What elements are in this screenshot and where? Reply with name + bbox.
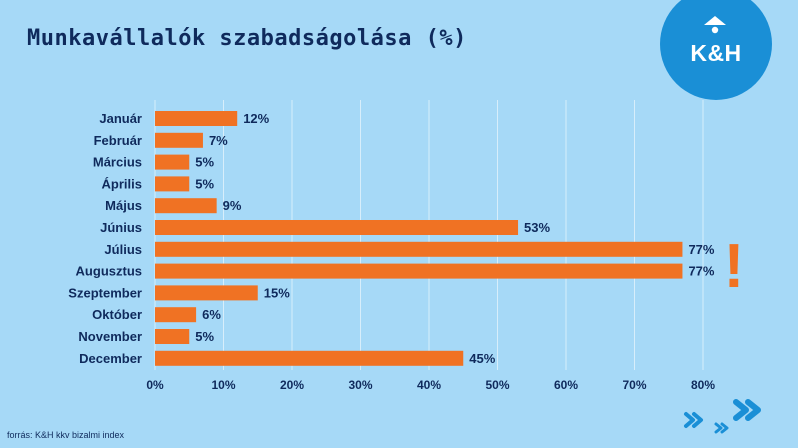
x-axis-ticks: 0% 10% 20% 30% 40% 50% 60% 70% 80% [146, 378, 715, 392]
bar [155, 329, 190, 344]
x-tick-label: 40% [417, 378, 441, 392]
category-label: Október [92, 307, 142, 322]
bar [155, 263, 683, 279]
category-label: Szeptember [68, 285, 142, 300]
data-label: 53% [524, 220, 550, 235]
bar [155, 285, 258, 301]
bar [155, 350, 464, 366]
bar [155, 176, 190, 192]
chart-title: Munkavállalók szabadságolása (%) [27, 26, 467, 51]
data-label: 5% [195, 329, 214, 344]
data-label: 6% [202, 307, 221, 322]
bars [155, 111, 683, 366]
data-label: 12% [243, 111, 269, 126]
x-tick-label: 50% [485, 378, 509, 392]
logo-text: K&H [690, 40, 742, 66]
x-tick-label: 10% [211, 378, 235, 392]
category-label: Augusztus [76, 264, 142, 279]
data-label: 5% [195, 176, 214, 191]
bar [155, 241, 683, 257]
category-label: Július [104, 242, 142, 257]
category-label: Január [99, 111, 142, 126]
bar [155, 198, 217, 214]
bar [155, 220, 519, 235]
x-tick-label: 60% [554, 378, 578, 392]
data-label: 77% [688, 264, 714, 279]
x-tick-label: 80% [691, 378, 715, 392]
category-label: Április [102, 176, 142, 191]
category-labels: Január Február Március Április Május Június Jú… [68, 111, 142, 366]
data-labels: 12% 7% 5% 5% 9% 53% 77% 77% 15% 6% 5% 45% [195, 111, 715, 366]
bar [155, 307, 197, 323]
data-label: 5% [195, 155, 214, 170]
kh-logo-mark-icon [704, 16, 726, 34]
category-label: Február [94, 133, 142, 148]
data-label: 77% [688, 242, 714, 257]
x-tick-label: 0% [146, 378, 164, 392]
bar [155, 111, 238, 126]
data-label: 9% [223, 198, 242, 213]
category-label: November [78, 329, 142, 344]
bar [155, 154, 190, 170]
data-label: 7% [209, 133, 228, 148]
category-label: Június [100, 220, 142, 235]
bar [155, 132, 203, 148]
x-tick-label: 20% [280, 378, 304, 392]
category-label: December [79, 351, 142, 366]
data-label: 15% [264, 285, 290, 300]
x-tick-label: 70% [622, 378, 646, 392]
exclamation-annotation: ! [724, 232, 745, 301]
chevrons-icon [684, 399, 761, 434]
category-label: Május [105, 198, 142, 213]
data-label: 45% [469, 351, 495, 366]
source-note: forrás: K&H kkv bizalmi index [7, 430, 125, 440]
category-label: Március [93, 155, 142, 170]
kh-logo: K&H [660, 0, 772, 100]
x-tick-label: 30% [348, 378, 372, 392]
